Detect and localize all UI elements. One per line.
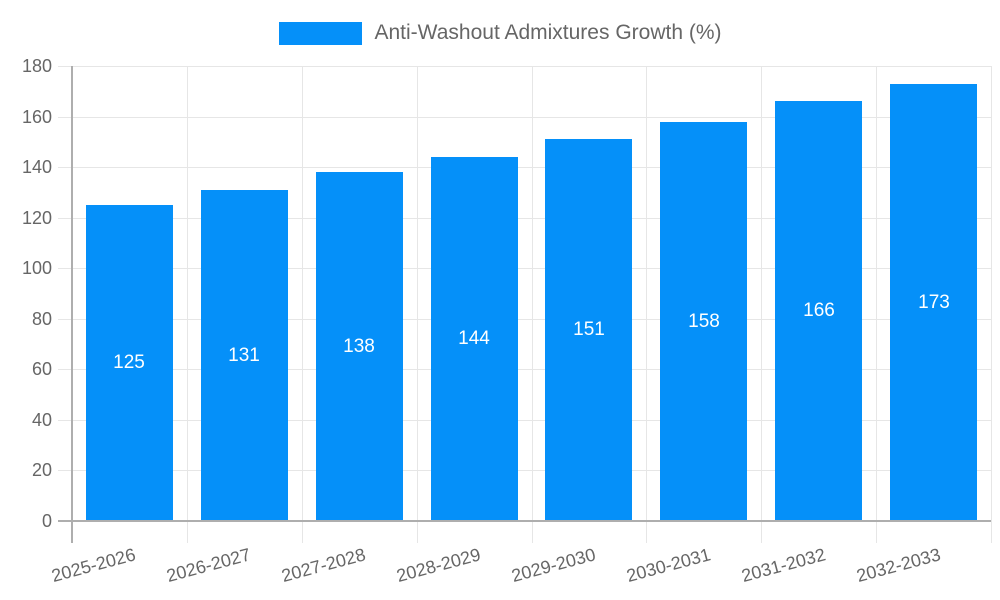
- bar[interactable]: [545, 139, 632, 521]
- bar[interactable]: [201, 190, 288, 521]
- v-gridline: [876, 66, 877, 543]
- bar[interactable]: [775, 101, 862, 521]
- bar[interactable]: [890, 84, 977, 521]
- legend-swatch: [278, 21, 362, 45]
- y-axis-tick-label: 120: [21, 208, 52, 228]
- bar-value-label: 158: [688, 311, 720, 332]
- h-gridline: [58, 268, 991, 269]
- y-axis-tick-label: 180: [21, 56, 52, 76]
- y-axis-tick-label: 60: [31, 359, 52, 379]
- bar[interactable]: [316, 172, 403, 521]
- v-gridline: [646, 66, 647, 543]
- y-axis-tick-label: 80: [31, 309, 52, 329]
- h-gridline: [58, 420, 991, 421]
- v-gridline: [417, 66, 418, 543]
- x-axis-tick-label: 2031-2032: [739, 544, 828, 586]
- x-axis-baseline: [58, 520, 991, 522]
- v-gridline: [302, 66, 303, 543]
- y-axis-tick-label: 100: [21, 258, 52, 278]
- bar-value-label: 166: [803, 300, 835, 321]
- bar-value-label: 144: [458, 328, 490, 349]
- x-axis-tick-label: 2029-2030: [509, 544, 598, 586]
- v-gridline: [761, 66, 762, 543]
- bar[interactable]: [660, 122, 747, 521]
- v-gridline: [187, 66, 188, 543]
- v-gridline: [532, 66, 533, 543]
- bar-value-label: 131: [228, 345, 260, 366]
- x-axis-tick-label: 2032-2033: [854, 544, 943, 586]
- bar-value-label: 138: [343, 336, 375, 357]
- bar[interactable]: [86, 205, 173, 521]
- y-axis-tick-label: 40: [31, 410, 52, 430]
- legend-label: Anti-Washout Admixtures Growth (%): [374, 21, 722, 44]
- x-axis-tick-label: 2026-2027: [164, 544, 253, 586]
- bar-value-label: 125: [113, 352, 145, 373]
- x-axis-tick-label: 2025-2026: [49, 544, 138, 586]
- x-axis-tick-label: 2030-2031: [624, 544, 713, 586]
- h-gridline: [58, 369, 991, 370]
- h-gridline: [58, 117, 991, 118]
- y-axis-tick-label: 160: [21, 107, 52, 127]
- x-axis-tick-label: 2028-2029: [394, 544, 483, 586]
- y-axis-line: [71, 66, 73, 543]
- legend[interactable]: Anti-Washout Admixtures Growth (%): [0, 19, 1000, 47]
- bar-value-label: 173: [918, 292, 950, 313]
- h-gridline: [58, 218, 991, 219]
- y-axis-tick-label: 140: [21, 157, 52, 177]
- y-axis-tick-label: 20: [31, 460, 52, 480]
- bar[interactable]: [431, 157, 518, 521]
- h-gridline: [58, 66, 991, 67]
- v-gridline: [991, 66, 992, 543]
- h-gridline: [58, 470, 991, 471]
- y-axis-tick-label: 0: [41, 511, 52, 531]
- bar-value-label: 151: [573, 319, 605, 340]
- x-axis-tick-label: 2027-2028: [279, 544, 368, 586]
- h-gridline: [58, 319, 991, 320]
- h-gridline: [58, 167, 991, 168]
